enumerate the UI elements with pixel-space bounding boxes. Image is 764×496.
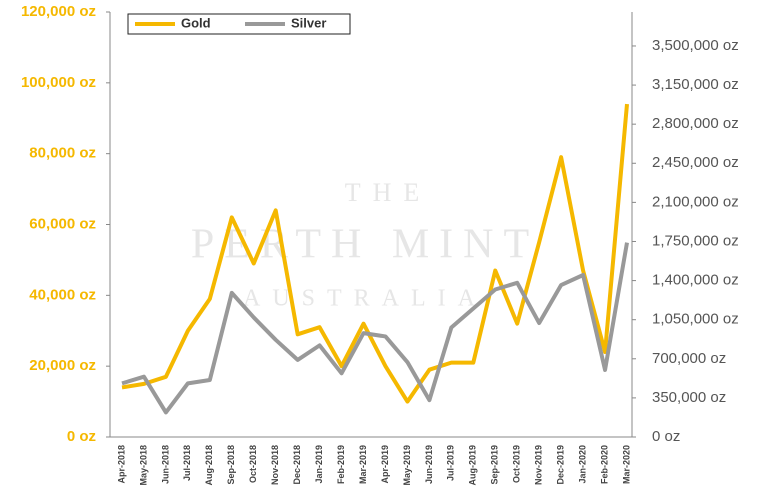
x-tick-label: Apr-2018 [116,445,126,484]
y2-tick-label: 3,150,000 oz [652,76,739,93]
y2-tick-label: 700,000 oz [652,350,726,367]
y2-tick-label: 350,000 oz [652,389,726,406]
y2-tick-label: 2,450,000 oz [652,154,739,171]
series-line [121,242,629,415]
y-tick-label: 80,000 oz [29,145,96,162]
x-tick-label: Mar-2020 [621,445,631,484]
y2-tick-label: 1,750,000 oz [652,232,739,249]
y2-tick-label: 3,500,000 oz [652,37,739,54]
legend-box [127,13,351,35]
y-tick-label: 20,000 oz [29,357,96,374]
y-tick-label: 40,000 oz [29,286,96,303]
x-tick-label: May-2018 [138,445,148,486]
watermark: THE [345,178,432,207]
y2-tick-label: 0 oz [652,428,680,445]
x-tick-label: May-2019 [402,445,412,486]
x-tick-label: Jun-2018 [160,445,170,484]
x-tick-label: Sep-2019 [490,445,500,485]
x-tick-label: Aug-2019 [468,445,478,486]
x-tick-label: Aug-2018 [204,445,214,486]
x-tick-label: Feb-2020 [599,445,609,484]
y2-tick-label: 1,050,000 oz [652,311,739,328]
x-tick-label: Nov-2019 [534,445,544,485]
x-tick-label: Jul-2018 [182,445,192,481]
x-tick-label: Jun-2019 [424,445,434,484]
x-tick-label: Apr-2019 [380,445,390,484]
watermark: AUSTRALIA [243,286,487,312]
x-tick-label: Jul-2019 [446,445,456,481]
legend-label: Silver [291,15,326,30]
y-tick-label: 120,000 oz [21,3,96,20]
y-tick-label: 100,000 oz [21,74,96,91]
y-tick-label: 60,000 oz [29,215,96,232]
x-tick-label: Dec-2019 [556,445,566,485]
y2-tick-label: 2,100,000 oz [652,193,739,210]
x-tick-label: Jan-2020 [577,445,587,484]
y-tick-label: 0 oz [67,428,96,445]
legend-label: Gold [181,15,211,30]
x-tick-label: Dec-2018 [292,445,302,485]
y2-tick-label: 1,400,000 oz [652,272,739,289]
x-tick-label: Feb-2019 [336,445,346,484]
x-tick-label: Mar-2019 [358,445,368,484]
x-tick-label: Sep-2018 [226,445,236,485]
x-tick-label: Oct-2019 [512,445,522,483]
y2-tick-label: 2,800,000 oz [652,115,739,132]
watermark: PERTH MINT [191,222,539,268]
x-tick-label: Nov-2018 [270,445,280,485]
x-tick-label: Jan-2019 [314,445,324,484]
x-tick-label: Oct-2018 [248,445,258,483]
series-line [121,103,629,404]
